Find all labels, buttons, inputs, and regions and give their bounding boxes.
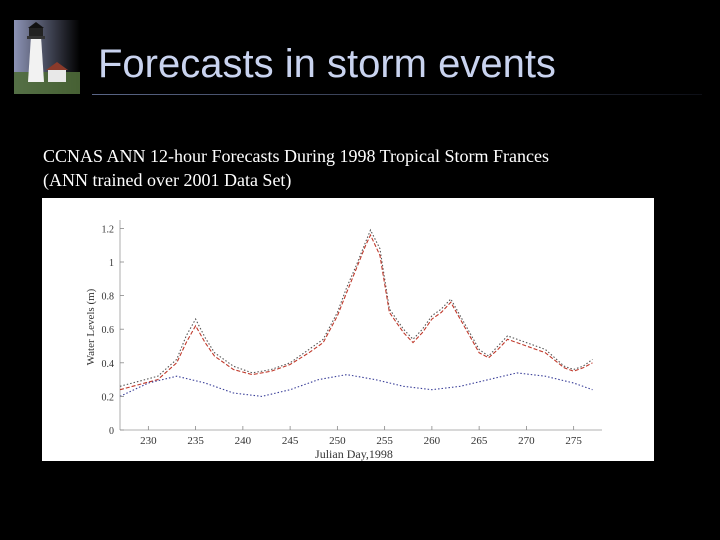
x-tick-label: 250 [329, 435, 346, 447]
lighthouse-logo [14, 20, 80, 94]
tide-series-line [119, 372, 593, 397]
x-axis-label: Julian Day,1998 [315, 447, 393, 461]
y-tick-label: 0.2 [102, 392, 115, 403]
chart-caption-line-2: (ANN trained over 2001 Data Set) [43, 170, 292, 190]
y-tick-label: 0 [109, 426, 114, 437]
y-tick-label: 0.6 [102, 325, 115, 336]
title-divider [92, 94, 702, 95]
x-tick-label: 260 [424, 435, 441, 447]
x-tick-label: 275 [565, 435, 582, 447]
chart-panel: 230 235 240 245 250 255 260 265 270 275 0 0.2 0.4 0.6… [42, 198, 654, 461]
x-tick-label: 230 [140, 435, 157, 447]
x-tick-label: 265 [471, 435, 488, 447]
x-tick-label: 240 [235, 435, 252, 447]
y-tick-label: 1 [109, 258, 114, 269]
x-tick-label: 245 [282, 435, 299, 447]
forecast-series-line [119, 233, 593, 391]
y-axis-label: Water Levels (m) [85, 288, 97, 365]
x-tick-label: 270 [518, 435, 535, 447]
chart-caption-line-1: CCNAS ANN 12-hour Forecasts During 1998 … [43, 146, 549, 166]
x-tick-label: 255 [376, 435, 393, 447]
y-tick-label: 1.2 [102, 224, 115, 235]
x-tick-label: 235 [187, 435, 204, 447]
slide-title: Forecasts in storm events [98, 42, 556, 86]
y-tick-label: 0.8 [102, 292, 115, 303]
water-level-chart: 230 235 240 245 250 255 260 265 270 275 0 0.2 0.4 0.6… [85, 220, 602, 461]
observed-series-line [119, 228, 593, 387]
y-tick-label: 0.4 [102, 359, 115, 370]
